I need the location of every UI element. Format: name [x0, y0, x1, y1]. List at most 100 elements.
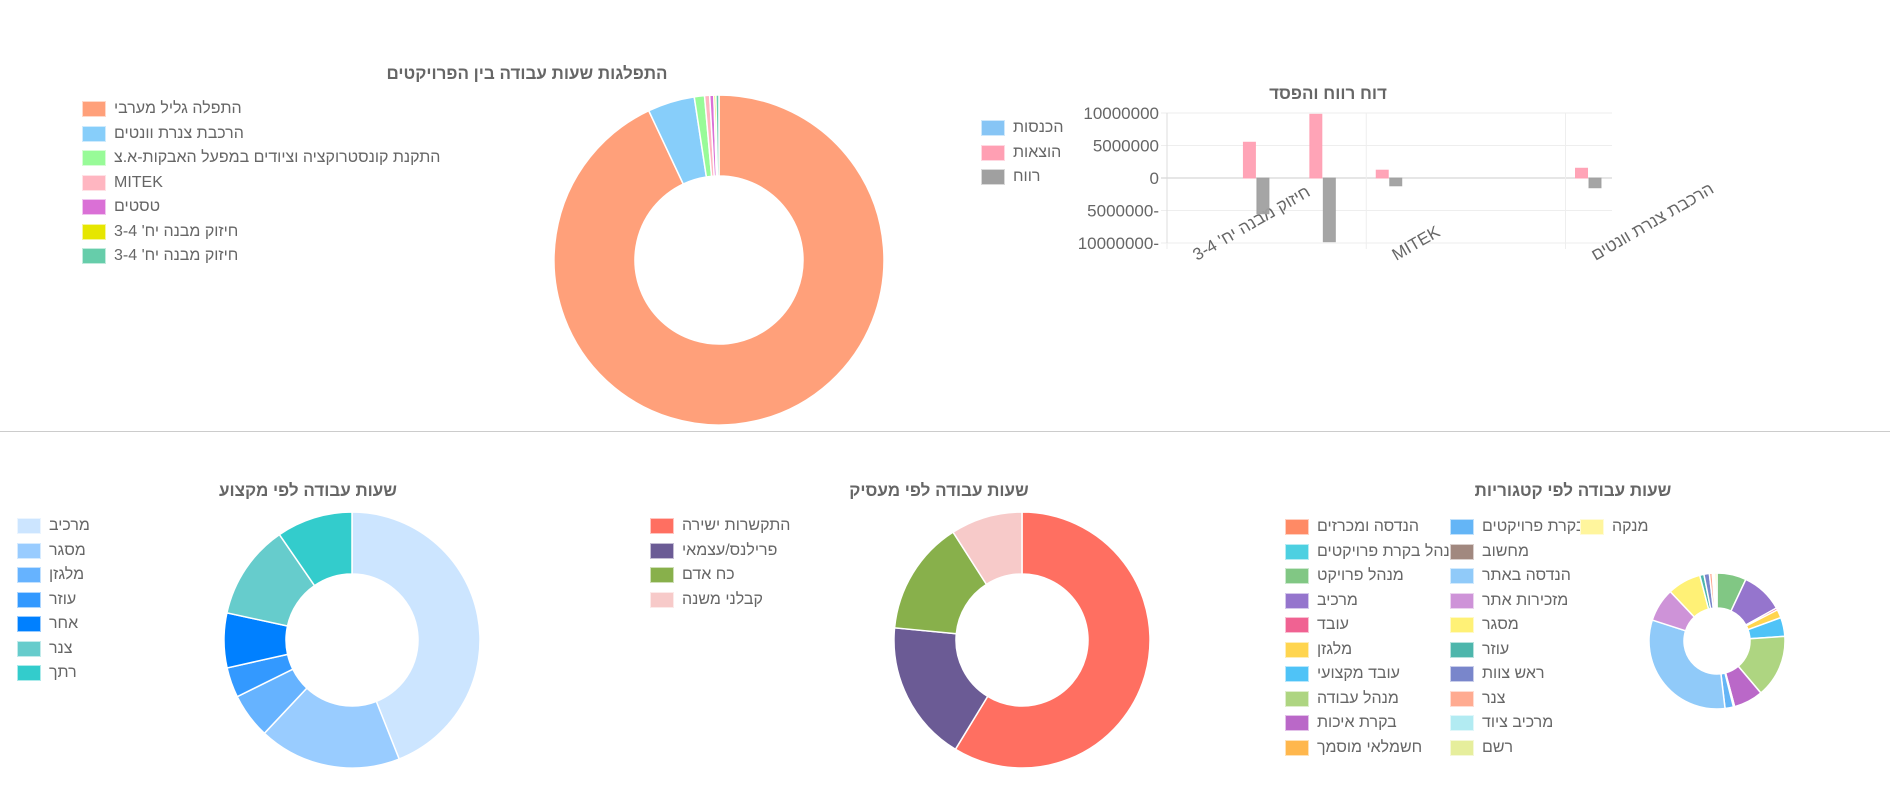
legend-item[interactable]: מחשוב — [1450, 540, 1585, 565]
legend-label: מרכיב ציוד — [1482, 714, 1554, 732]
legend-swatch — [17, 542, 41, 559]
legend-item[interactable]: רשם — [1450, 736, 1585, 761]
legend-label: כח אדם — [682, 566, 735, 584]
pie-slice[interactable] — [952, 511, 1023, 586]
legend-label: מלגזן — [1317, 640, 1353, 658]
legend-item[interactable]: מרכיב ציוד — [1450, 711, 1585, 736]
legend-item[interactable]: חשמלאי מוסמך — [1285, 736, 1461, 761]
legend-item[interactable]: רווח — [981, 165, 1063, 190]
legend-item[interactable]: בקרת איכות — [1285, 711, 1461, 736]
legend-item[interactable]: התקנת קונסטרוקציה וציודים במפעל האבקות-א… — [82, 146, 440, 171]
legend-item[interactable]: צנר — [1450, 687, 1585, 712]
legend-label: מחשוב — [1482, 542, 1529, 560]
legend-item[interactable]: מזכירות אתר — [1450, 589, 1585, 614]
bar[interactable] — [1256, 177, 1270, 215]
legend-item[interactable]: קבלני משנה — [650, 588, 790, 613]
legend-item[interactable]: עובד — [1285, 613, 1461, 638]
legend-swatch — [1285, 617, 1309, 634]
legend-item[interactable]: מנהל עבודה — [1285, 687, 1461, 712]
pie-slice[interactable] — [351, 511, 481, 760]
pie-slice[interactable] — [715, 94, 720, 177]
legend-item[interactable]: מנהל פרויקט — [1285, 564, 1461, 589]
bar[interactable] — [1375, 169, 1389, 179]
pie-slice[interactable] — [1714, 572, 1718, 609]
legend-swatch — [1450, 739, 1474, 756]
legend-item[interactable]: פרילנס/עצמאי — [650, 539, 790, 564]
legend-label: רתך — [49, 664, 77, 682]
bar[interactable] — [1242, 141, 1256, 179]
legend-label: עוזר — [49, 590, 77, 608]
legend-label: התקשרות ישירה — [682, 517, 791, 535]
profession-chart-title: שעות עבודה לפי מקצוע — [219, 481, 397, 500]
y-tick-label: 0 — [1150, 169, 1159, 188]
legend-item[interactable]: MITEK — [82, 171, 440, 196]
legend-label: צנר — [1482, 689, 1506, 707]
legend-item[interactable]: מרכיב — [17, 514, 90, 539]
legend-item[interactable]: אחר — [17, 612, 90, 637]
legend-item[interactable]: מנהל בקרת פרויקטים — [1285, 540, 1461, 565]
legend-label: חשמלאי מוסמך — [1317, 738, 1423, 756]
legend-swatch — [1450, 641, 1474, 658]
legend-swatch — [1285, 519, 1309, 536]
legend-swatch — [17, 616, 41, 633]
legend-item[interactable]: חיזוק מבנה יח' 3-4 — [82, 220, 440, 245]
legend-item[interactable]: מרכיב — [1285, 589, 1461, 614]
legend-label: עובד — [1317, 616, 1349, 634]
legend-swatch — [1450, 519, 1474, 536]
legend-swatch — [1285, 568, 1309, 585]
legend-swatch — [1450, 715, 1474, 732]
legend-label: מרכיב — [49, 517, 90, 535]
employer-donut — [893, 511, 1151, 769]
legend-label: מסגר — [1482, 616, 1519, 634]
bar[interactable] — [1322, 177, 1336, 243]
legend-item[interactable]: מסגר — [17, 539, 90, 564]
legend-item[interactable]: עוזר — [1450, 638, 1585, 663]
legend-swatch — [17, 665, 41, 682]
legend-label: מנהל פרויקט — [1317, 567, 1404, 585]
categories-legend-col3: מנקה — [1580, 515, 1648, 540]
categories-legend-col1: הנדסה ומכרזים מנהל בקרת פרויקטים מנהל פרוי… — [1285, 515, 1461, 760]
legend-item[interactable]: מנקה — [1580, 515, 1648, 540]
pie-slice[interactable] — [1648, 619, 1726, 710]
y-tick-label: 5000000- — [1087, 202, 1159, 221]
legend-label: התפלה גליל מערבי — [114, 100, 242, 118]
employer-legend: התקשרות ישירה פרילנס/עצמאי כח אדם קבלני משנ… — [650, 514, 790, 612]
legend-item[interactable]: ראש צוות — [1450, 662, 1585, 687]
pie-slice[interactable] — [553, 94, 885, 426]
pie-slice[interactable] — [893, 626, 989, 751]
legend-item[interactable]: מסגר — [1450, 613, 1585, 638]
legend-item[interactable]: הוצאות — [981, 141, 1063, 166]
legend-swatch — [1450, 617, 1474, 634]
pie-slice[interactable] — [954, 511, 1151, 769]
legend-item[interactable]: טסטים — [82, 195, 440, 220]
legend-item[interactable]: עוזר — [17, 588, 90, 613]
legend-label: הרכבת צנרת וונטים — [114, 124, 244, 142]
legend-swatch — [1450, 666, 1474, 683]
profession-donut — [223, 511, 481, 769]
legend-label: מלגזן — [49, 566, 85, 584]
legend-item[interactable]: עובד מקצועי — [1285, 662, 1461, 687]
legend-item[interactable]: בקרת פרויקטים — [1450, 515, 1585, 540]
legend-item[interactable]: הכנסות — [981, 116, 1063, 141]
legend-item[interactable]: מלגזן — [1285, 638, 1461, 663]
legend-item[interactable]: התקשרות ישירה — [650, 514, 790, 539]
legend-item[interactable]: רתך — [17, 661, 90, 686]
legend-item[interactable]: הנדסה באתר — [1450, 564, 1585, 589]
legend-swatch — [650, 567, 674, 584]
legend-item[interactable]: חיזוק מבנה יח' 3-4 — [82, 244, 440, 269]
legend-swatch — [82, 150, 106, 167]
legend-item[interactable]: מלגזן — [17, 563, 90, 588]
legend-swatch — [1580, 519, 1604, 536]
legend-item[interactable]: הרכבת צנרת וונטים — [82, 122, 440, 147]
legend-item[interactable]: צנר — [17, 637, 90, 662]
bar[interactable] — [1575, 167, 1589, 179]
legend-label: הנדסה ומכרזים — [1317, 518, 1419, 536]
pie-slice[interactable] — [278, 511, 353, 587]
bar[interactable] — [1588, 177, 1602, 189]
pnl-legend: הכנסות הוצאות רווח — [981, 116, 1063, 190]
bar[interactable] — [1309, 113, 1323, 179]
legend-item[interactable]: הנדסה ומכרזים — [1285, 515, 1461, 540]
bar[interactable] — [1389, 177, 1403, 187]
legend-item[interactable]: כח אדם — [650, 563, 790, 588]
legend-item[interactable]: התפלה גליל מערבי — [82, 97, 440, 122]
